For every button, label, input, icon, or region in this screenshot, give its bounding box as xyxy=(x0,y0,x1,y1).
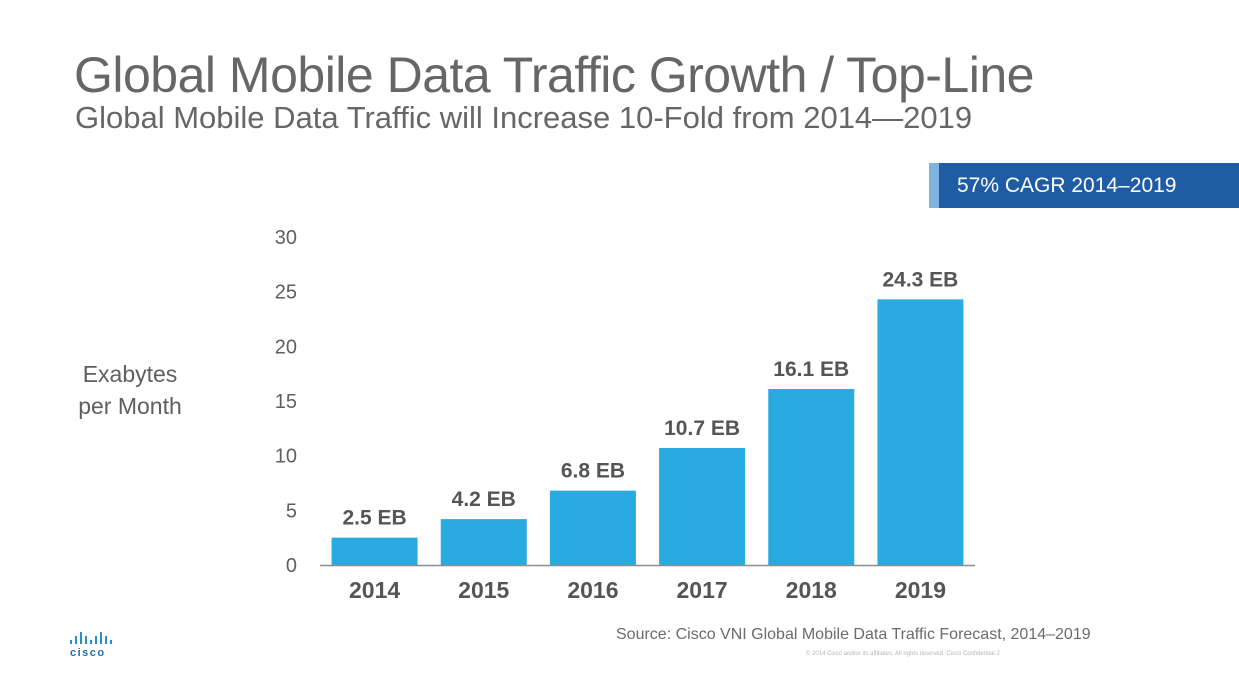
bar-2018 xyxy=(768,388,855,565)
y-tick-label: 5 xyxy=(286,500,297,522)
data-label-2017: 10.7 EB xyxy=(664,417,740,440)
copyright-footer: © 2014 Cisco and/or its affiliates. All … xyxy=(806,651,1000,657)
x-tick-label: 2015 xyxy=(458,577,509,603)
bar-2017 xyxy=(659,448,746,565)
y-tick-label: 30 xyxy=(275,227,297,249)
bar-2014 xyxy=(331,537,418,565)
page-title: Global Mobile Data Traffic Growth / Top-… xyxy=(74,47,1034,103)
y-axis-label-line-1: Exabytes xyxy=(82,361,178,387)
y-tick-label: 0 xyxy=(286,555,297,577)
y-axis-label-line-2: per Month xyxy=(78,393,182,419)
cisco-logo-text: cisco xyxy=(70,647,106,659)
page-subtitle: Global Mobile Data Traffic will Increase… xyxy=(75,100,973,135)
bar-2015 xyxy=(440,519,527,565)
x-tick-label: 2014 xyxy=(349,577,400,603)
x-tick-label: 2016 xyxy=(567,577,618,603)
cisco-logo-bars-icon xyxy=(66,632,126,644)
x-tick-label: 2017 xyxy=(676,577,727,603)
badge-accent xyxy=(929,163,939,208)
y-tick-label: 20 xyxy=(275,336,297,358)
cagr-badge-text: 57% CAGR 2014–2019 xyxy=(957,173,1177,197)
y-tick-label: 25 xyxy=(275,282,297,304)
data-label-2019: 24.3 EB xyxy=(882,268,958,291)
data-label-2018: 16.1 EB xyxy=(773,358,849,381)
y-tick-label: 10 xyxy=(275,446,297,468)
bar-2019 xyxy=(877,299,964,565)
source-note: Source: Cisco VNI Global Mobile Data Tra… xyxy=(616,626,1091,643)
cagr-badge: 57% CAGR 2014–2019 xyxy=(929,163,1239,208)
data-label-2016: 6.8 EB xyxy=(561,460,625,483)
cisco-logo: cisco xyxy=(66,632,126,662)
data-label-2014: 2.5 EB xyxy=(342,507,406,530)
bar-2016 xyxy=(549,490,636,565)
x-tick-label: 2019 xyxy=(895,577,946,603)
y-tick-label: 15 xyxy=(275,391,297,413)
data-label-2015: 4.2 EB xyxy=(452,488,516,511)
x-tick-label: 2018 xyxy=(786,577,837,603)
y-axis-label: Exabytes per Month xyxy=(70,358,190,422)
